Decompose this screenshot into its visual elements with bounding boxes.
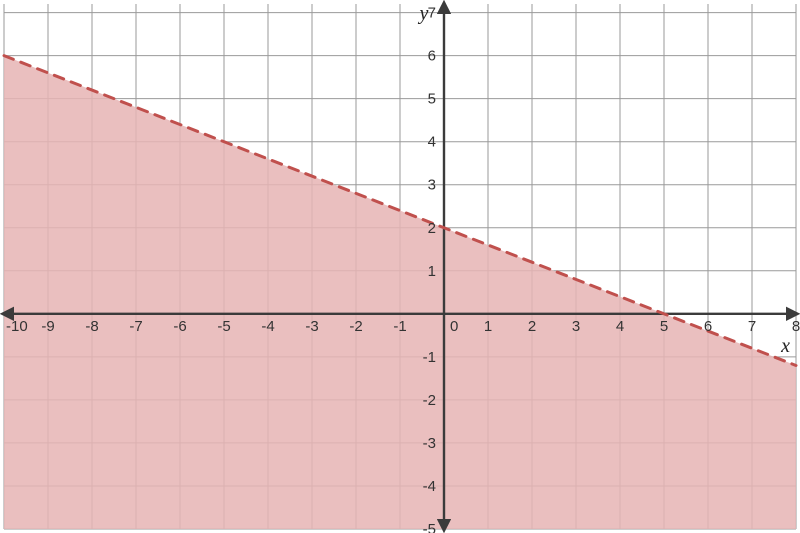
y-tick-label: 3 (428, 177, 436, 194)
x-tick-label: 1 (484, 318, 492, 335)
x-axis-label: x (780, 335, 790, 357)
inequality-graph: -10-9-8-7-6-5-4-3-2-1012345678-5-4-3-2-1… (0, 0, 800, 533)
y-tick-label: -4 (423, 478, 436, 495)
y-tick-label: 2 (428, 220, 436, 237)
x-tick-label: -3 (305, 318, 318, 335)
x-tick-label: 8 (792, 318, 800, 335)
x-tick-label: 5 (660, 318, 668, 335)
x-tick-label: 2 (528, 318, 536, 335)
y-tick-label: -1 (423, 349, 436, 366)
x-tick-label: -4 (261, 318, 274, 335)
y-tick-label: -3 (423, 435, 436, 452)
x-tick-label: -6 (173, 318, 186, 335)
y-tick-label: 5 (428, 91, 436, 108)
x-tick-label: -8 (85, 318, 98, 335)
x-tick-label: 0 (450, 318, 458, 335)
y-tick-label: -2 (423, 392, 436, 409)
x-tick-label: -7 (129, 318, 142, 335)
y-axis-label: y (418, 3, 429, 25)
x-tick-label: -2 (349, 318, 362, 335)
y-tick-label: 7 (428, 5, 436, 22)
y-tick-label: 4 (428, 134, 436, 151)
x-tick-label: -1 (393, 318, 406, 335)
x-tick-label: 6 (704, 318, 712, 335)
graph-svg: -10-9-8-7-6-5-4-3-2-1012345678-5-4-3-2-1… (0, 0, 800, 533)
x-tick-label: -9 (41, 318, 54, 335)
y-tick-label: 6 (428, 48, 436, 65)
x-tick-label: 7 (748, 318, 756, 335)
x-tick-label: 4 (616, 318, 624, 335)
y-tick-label: -5 (423, 521, 436, 533)
x-tick-label: 3 (572, 318, 580, 335)
x-tick-label: -5 (217, 318, 230, 335)
y-tick-label: 1 (428, 263, 436, 280)
x-tick-label: -10 (6, 318, 28, 335)
